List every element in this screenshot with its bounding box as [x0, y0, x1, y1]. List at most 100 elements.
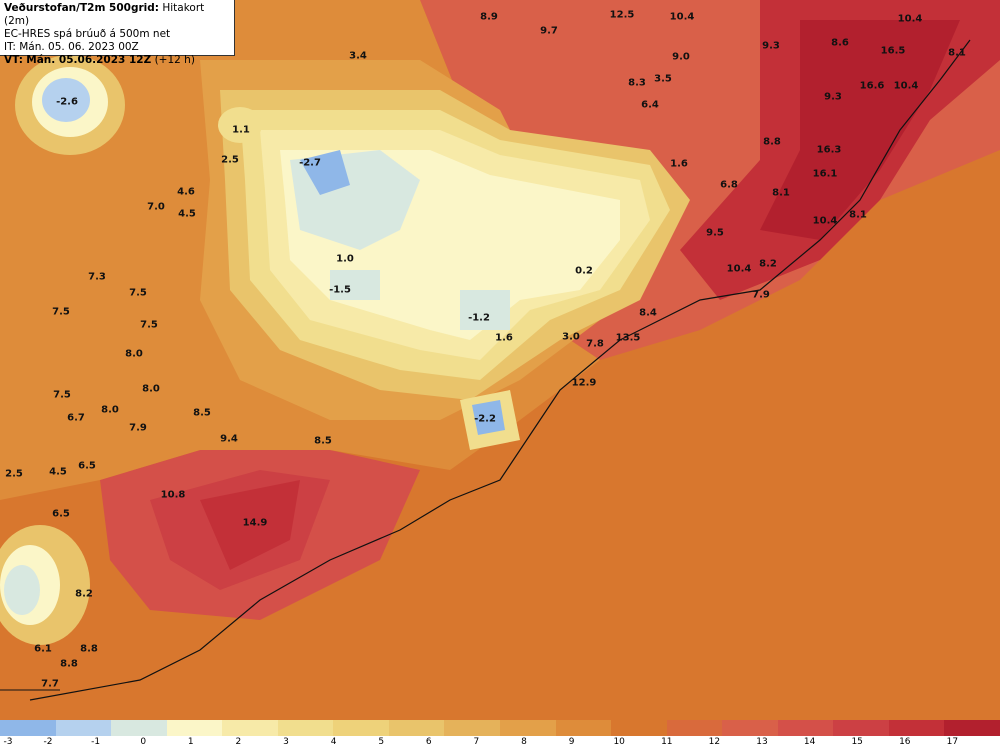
temperature-label: 2.5: [221, 154, 239, 166]
temperature-label: 2.5: [5, 468, 23, 480]
temperature-label: 6.5: [52, 508, 70, 520]
temperature-label: 16.5: [880, 45, 906, 57]
temperature-label: 10.4: [893, 80, 919, 92]
temperature-label: 1.6: [670, 158, 688, 170]
colorbar-swatch: [166, 720, 223, 736]
temperature-label: 9.7: [540, 25, 558, 37]
temperature-label: 7.9: [129, 422, 147, 434]
temperature-label: 8.1: [772, 187, 790, 199]
temperature-label: 10.8: [160, 489, 186, 501]
colorbar-swatch: [611, 720, 668, 736]
temperature-label: 16.1: [812, 168, 838, 180]
temperature-label: 12.5: [609, 9, 635, 21]
temperature-label: 7.5: [140, 319, 158, 331]
temperature-label: 7.7: [41, 678, 59, 690]
temperature-label: 9.3: [762, 40, 780, 52]
colorbar-tick: 9: [568, 737, 575, 747]
colorbar-swatch: [444, 720, 501, 736]
colorbar-swatch: [277, 720, 334, 736]
temperature-label: 6.5: [78, 460, 96, 472]
temperature-label: 8.8: [60, 658, 78, 670]
colorbar-tick: 14: [803, 737, 816, 747]
temperature-label: 8.4: [639, 307, 657, 319]
temperature-label: 8.2: [75, 588, 93, 600]
temperature-label: 1.1: [232, 124, 250, 136]
temperature-label: 13.5: [615, 332, 641, 344]
colorbar-tick: 2: [235, 737, 242, 747]
temperature-label: 8.2: [759, 258, 777, 270]
temperature-label: 10.4: [897, 13, 923, 25]
colorbar-swatch: [888, 720, 945, 736]
temperature-label: 10.4: [669, 11, 695, 23]
temperature-label: 16.6: [859, 80, 885, 92]
temperature-label: -2.7: [299, 157, 321, 169]
temperature-label: 3.4: [349, 50, 367, 62]
temperature-label: 9.3: [824, 91, 842, 103]
temperature-label: 7.5: [129, 287, 147, 299]
init-time: IT: Mán. 05. 06. 2023 00Z: [4, 41, 139, 53]
colorbar-swatch: [333, 720, 390, 736]
valid-prefix: VT:: [4, 54, 23, 66]
lead-time: (+12 h): [154, 54, 195, 66]
colorbar-tick: -3: [3, 737, 13, 747]
temperature-label: -2.6: [56, 96, 78, 108]
colorbar-tick: 3: [283, 737, 289, 747]
colorbar-swatch: [222, 720, 279, 736]
colorbar-tick: 8: [521, 737, 527, 747]
temperature-label: -2.2: [474, 413, 496, 425]
temperature-label: 8.5: [193, 407, 211, 419]
temperature-label: 10.4: [812, 215, 838, 227]
temperature-label: 8.0: [125, 348, 143, 360]
temperature-label: 6.4: [641, 99, 659, 111]
temperature-label: 8.6: [831, 37, 849, 49]
temperature-label: 6.7: [67, 412, 85, 424]
colorbar-swatch: [944, 720, 1000, 736]
colorbar-tick: 12: [708, 737, 721, 747]
temperature-label: 6.8: [720, 179, 738, 191]
temperature-label: -1.5: [329, 284, 351, 296]
temperature-label: 4.6: [177, 186, 195, 198]
colorbar-tick: 5: [378, 737, 385, 747]
colorbar-tick: 6: [425, 737, 432, 747]
temperature-label: 9.5: [706, 227, 724, 239]
temperature-label: 7.8: [586, 338, 604, 350]
map-info-box: Veðurstofan/T2m 500grid: Hitakort (2m) E…: [0, 0, 235, 66]
colorbar-swatch: [500, 720, 557, 736]
temperature-label: 6.1: [34, 643, 52, 655]
temperature-label: 1.0: [336, 253, 354, 265]
colorbar-swatch: [55, 720, 112, 736]
temperature-label: 8.8: [80, 643, 98, 655]
colorbar-tick: 13: [756, 737, 768, 747]
colorbar-tick: -2: [43, 737, 53, 747]
colorbar-swatch: [0, 720, 57, 736]
temperature-label: 0.2: [575, 265, 593, 277]
temperature-label: 16.3: [816, 144, 842, 156]
temperature-label: 3.0: [562, 331, 580, 343]
temperature-label: 8.1: [849, 209, 867, 221]
colorbar-tick: 10: [613, 737, 625, 747]
temperature-label: 8.5: [314, 435, 332, 447]
temperature-label: 10.4: [726, 263, 752, 275]
temperature-label: 4.5: [49, 466, 67, 478]
colorbar: -3 -2 -1 0 1 2 3 4 5 6 7 8 9 10 11 12 13 14 15 16 17: [0, 720, 1000, 748]
temperature-label: -1.2: [468, 312, 490, 324]
temperature-label: 7.0: [147, 201, 165, 213]
valid-time: Mán. 05.06.2023 12Z: [26, 54, 152, 66]
colorbar-tick: 1: [187, 737, 194, 747]
temperature-label: 8.3: [628, 77, 646, 89]
temperature-label: 7.5: [53, 389, 71, 401]
temperature-label: 9.0: [672, 51, 690, 63]
temperature-label: 4.5: [178, 208, 196, 220]
temperature-label: 7.3: [88, 271, 106, 283]
colorbar-swatch: [777, 720, 834, 736]
temperature-label: 8.0: [101, 404, 119, 416]
colorbar-swatch: [555, 720, 612, 736]
map-subtitle: Hitakort (2m): [4, 2, 205, 27]
temperature-label: 14.9: [242, 517, 268, 529]
colorbar-swatch: [666, 720, 723, 736]
colorbar-tick: 16: [899, 737, 911, 747]
model-description: EC-HRES spá brúuð á 500m net: [4, 28, 171, 40]
colorbar-tick: 15: [851, 737, 863, 747]
temperature-label: 7.9: [752, 289, 770, 301]
temperature-label: 3.5: [654, 73, 672, 85]
